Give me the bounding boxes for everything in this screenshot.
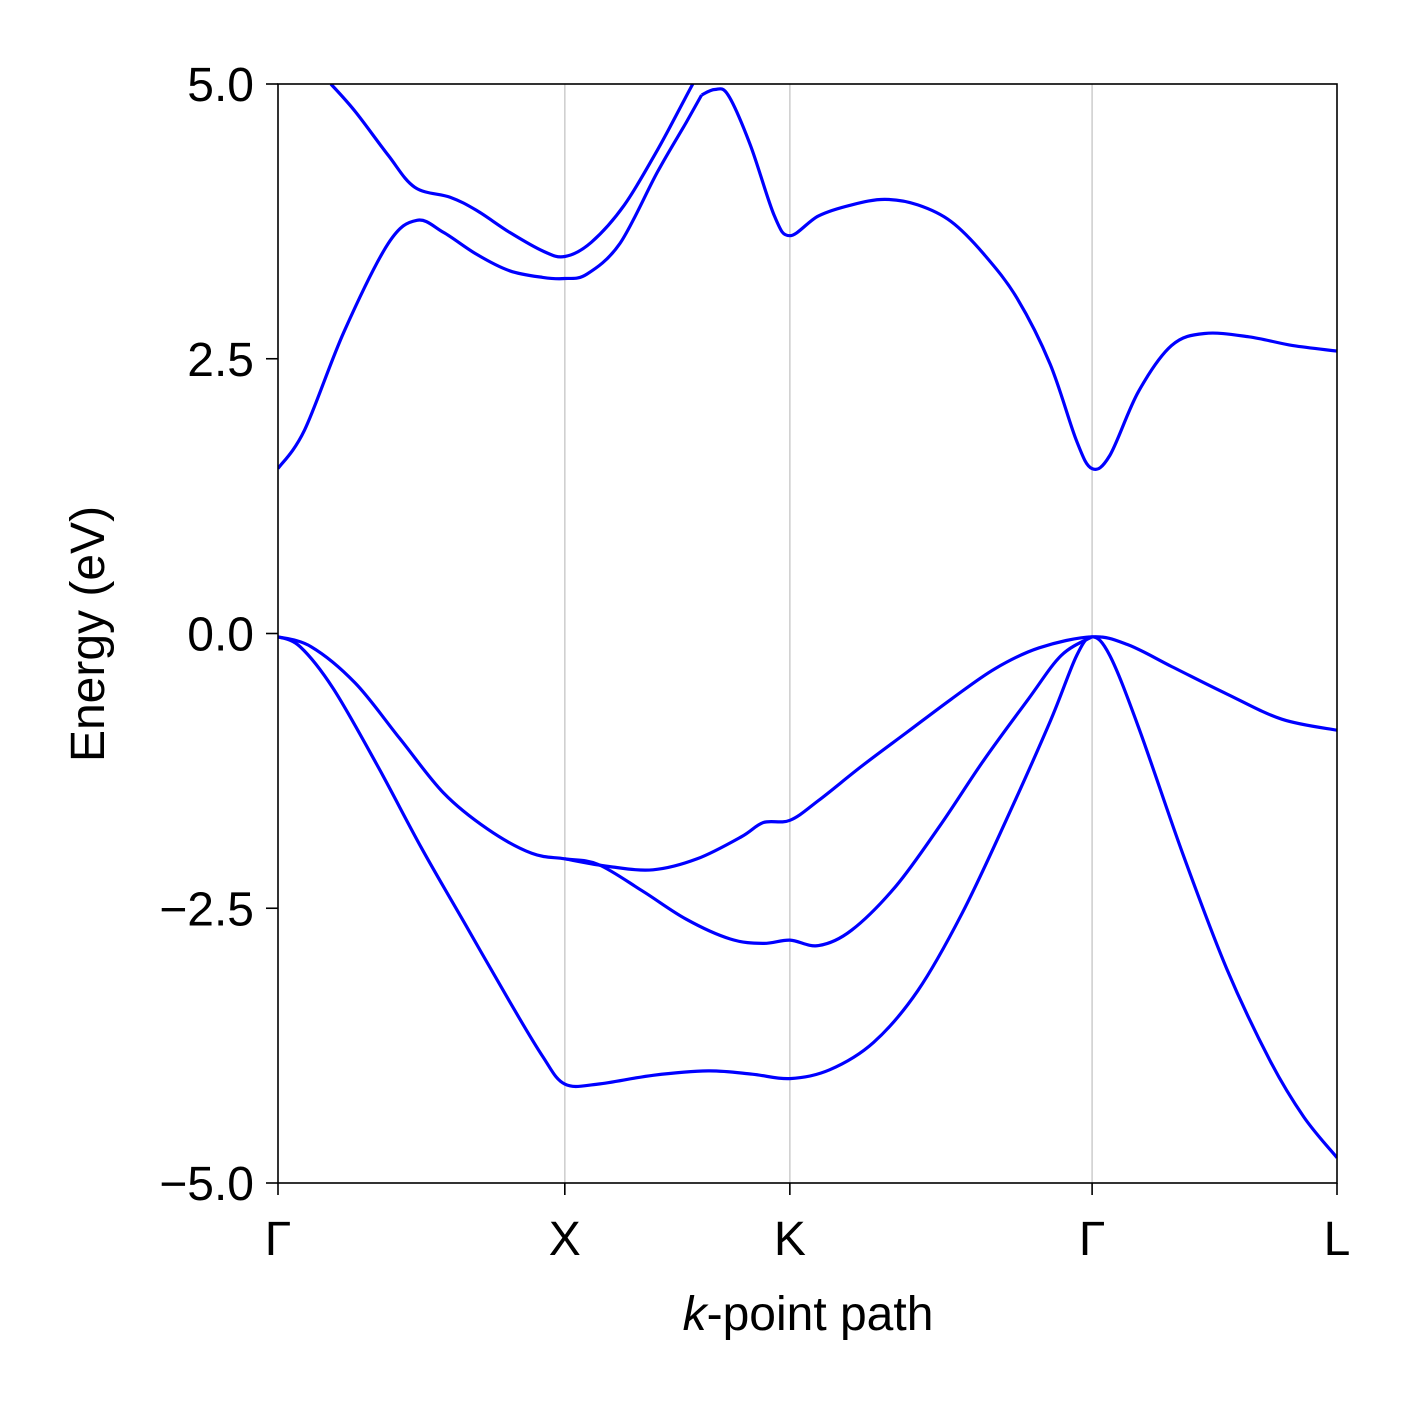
x-tick-label-2: K — [774, 1213, 806, 1266]
band-1-line — [278, 635, 1337, 1159]
x-tick-label-0: Γ — [265, 1213, 291, 1266]
band-3-line — [564, 635, 1337, 872]
x-axis-title-rest: -point path — [707, 1288, 934, 1341]
y-tick-label-1: 2.5 — [187, 334, 254, 387]
band-4-line — [278, 94, 703, 470]
band-2-line — [278, 635, 1093, 948]
y-tick-label-4: −5.0 — [159, 1158, 254, 1211]
band-5-line — [329, 84, 695, 259]
x-axis-title-italic: k — [683, 1288, 710, 1341]
y-tick-label-3: −2.5 — [159, 883, 254, 936]
x-tick-label-1: X — [549, 1213, 581, 1266]
x-tick-label-3: Γ — [1079, 1213, 1105, 1266]
band-series — [278, 84, 1337, 1159]
kpoint-gridlines — [564, 84, 1093, 1183]
x-tick-label-4: L — [1324, 1213, 1351, 1266]
y-axis-title: Energy (eV) — [62, 506, 115, 762]
plot-frame — [277, 83, 1338, 1184]
x-axis-title: k-point path — [683, 1288, 934, 1341]
y-tick-label-2: 0.0 — [187, 609, 254, 662]
axis-ticks: 5.02.50.0−2.5−5.0Γ X K Γ L — [159, 59, 1350, 1266]
band-6-line — [700, 87, 1337, 471]
y-tick-label-0: 5.0 — [187, 59, 254, 112]
